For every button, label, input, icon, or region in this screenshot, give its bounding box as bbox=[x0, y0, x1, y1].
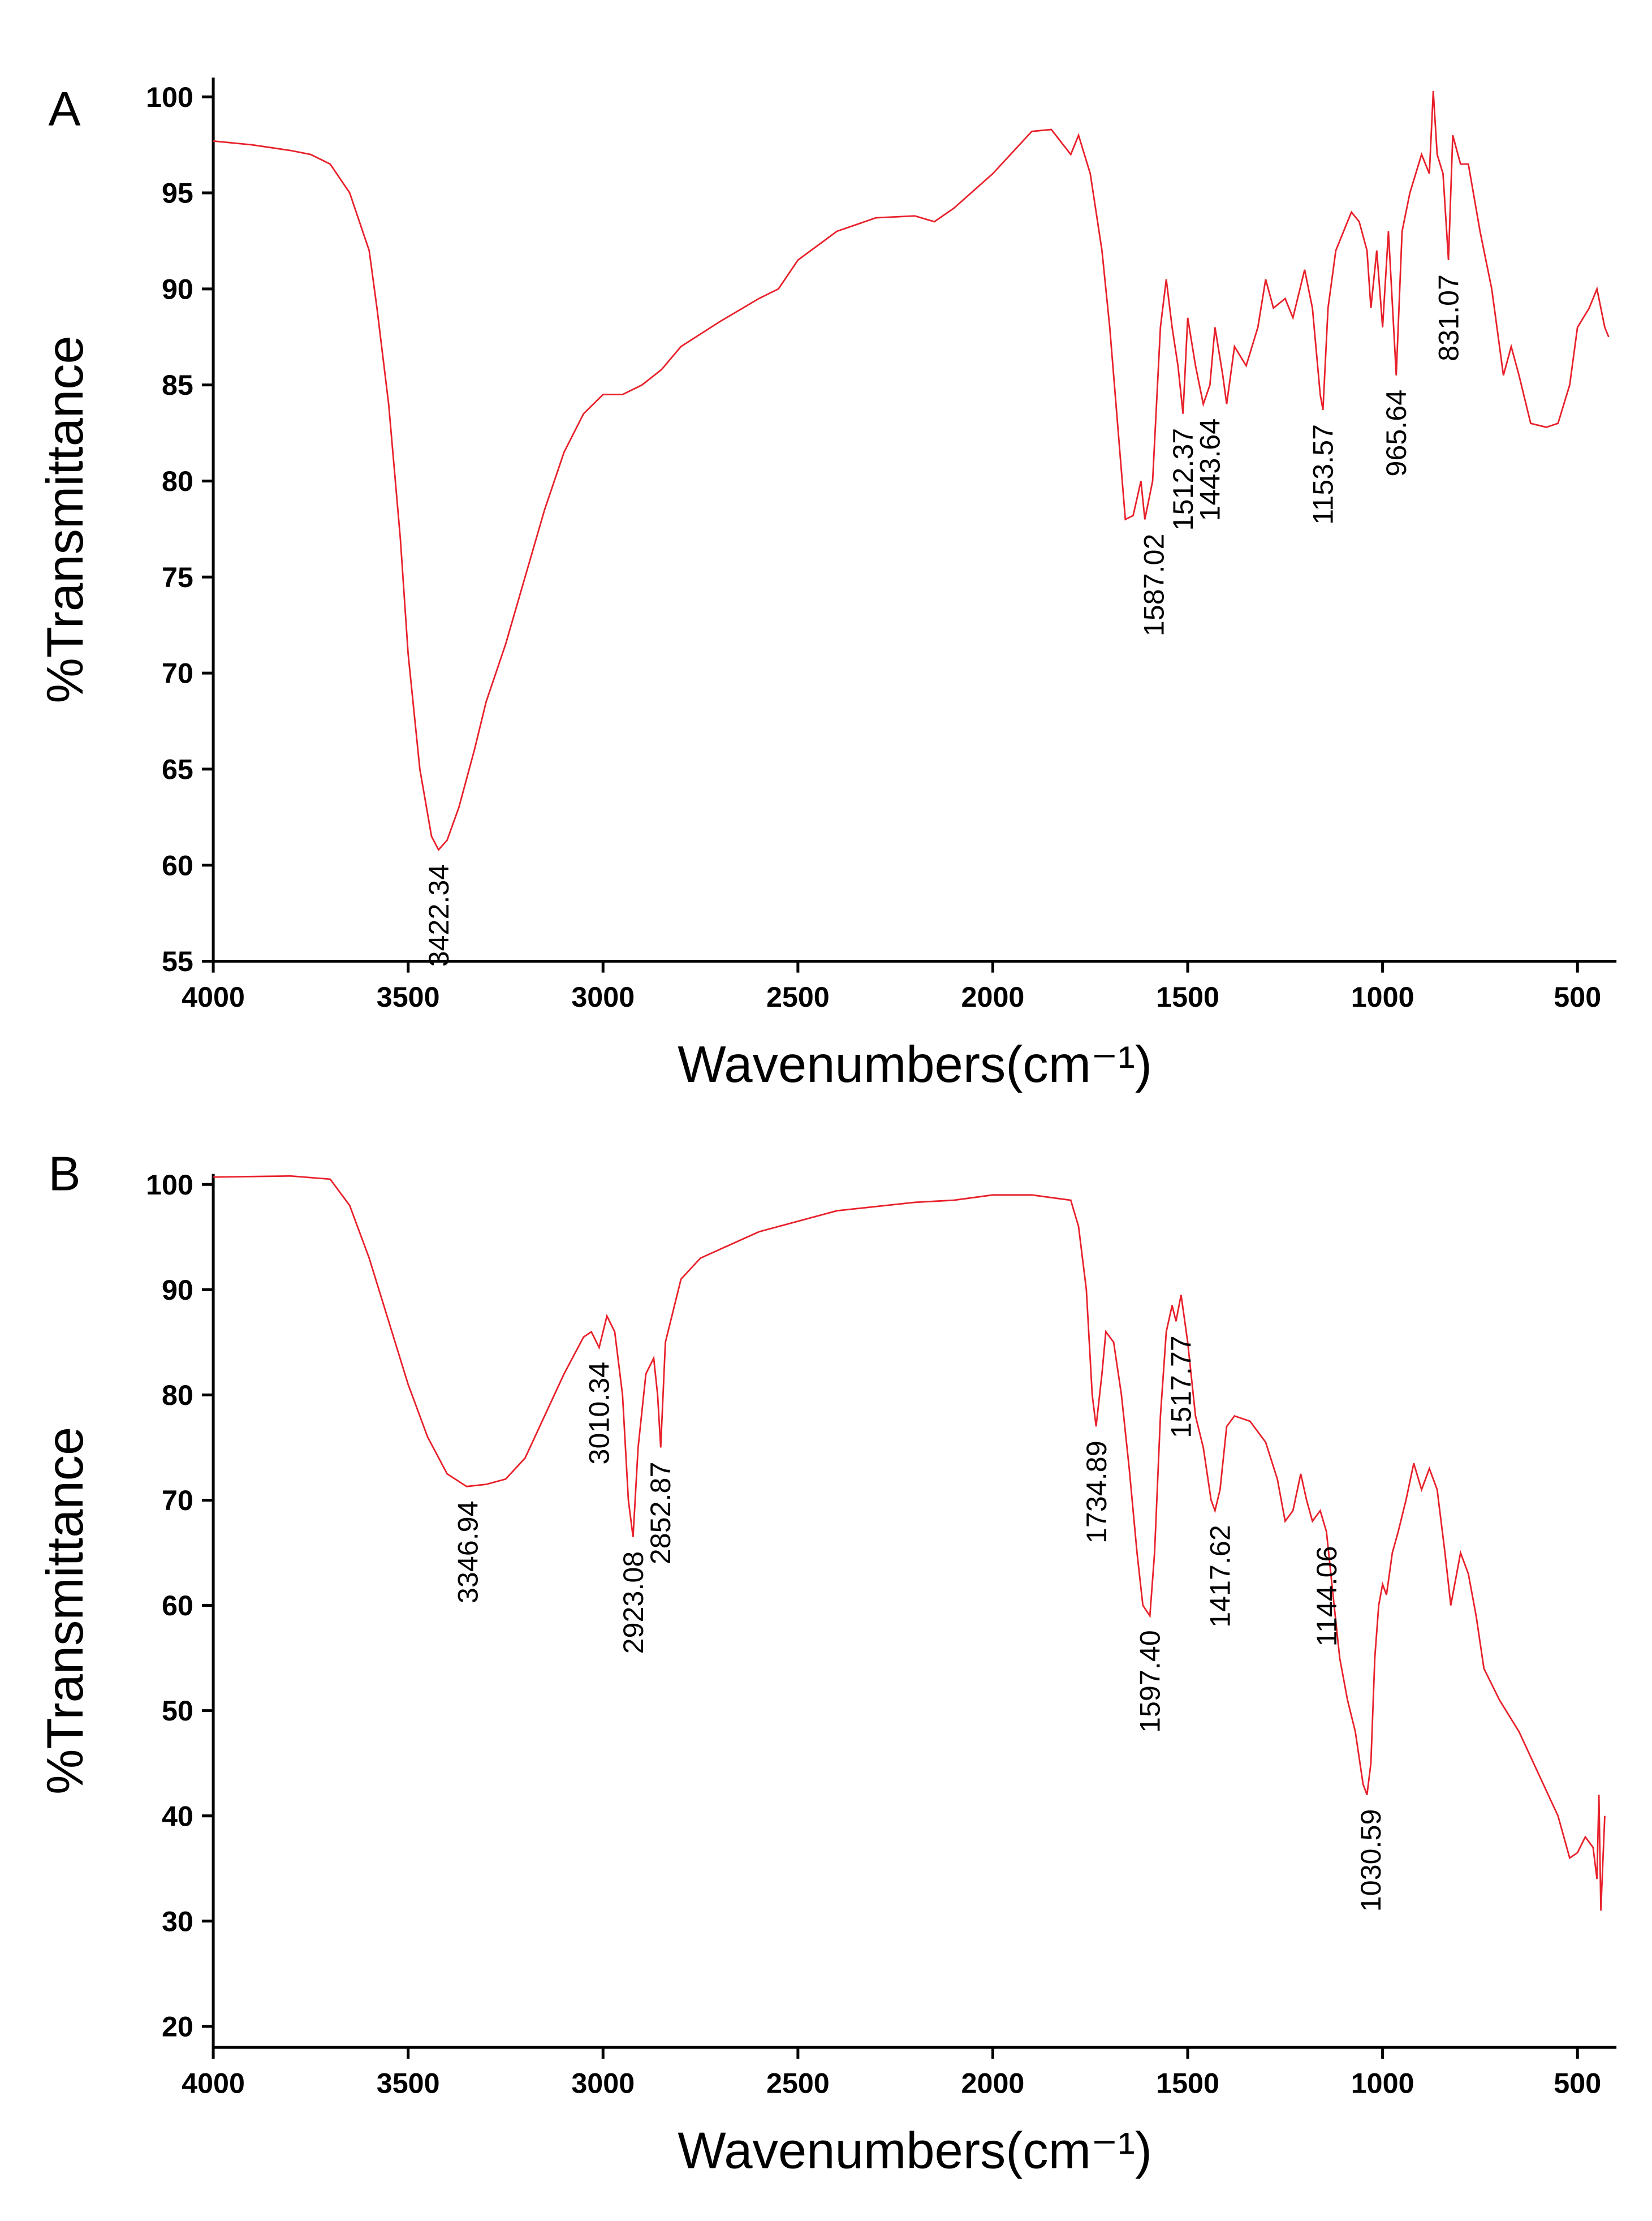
x-tick-label: 3500 bbox=[377, 981, 440, 1013]
x-axis-title: Wavenumbers(cm⁻¹) bbox=[678, 1036, 1152, 1093]
peak-label: 831.07 bbox=[1433, 274, 1465, 361]
y-tick-label: 75 bbox=[162, 561, 193, 593]
peak-label: 1597.40 bbox=[1134, 1630, 1166, 1733]
y-tick-label: 95 bbox=[162, 177, 193, 209]
y-tick-label: 60 bbox=[162, 1589, 193, 1621]
x-tick-label: 3000 bbox=[571, 2067, 635, 2099]
y-tick-label: 55 bbox=[162, 945, 193, 977]
peak-label: 3422.34 bbox=[422, 864, 455, 967]
y-tick-label: 100 bbox=[146, 1168, 193, 1201]
panel-label: B bbox=[48, 1147, 80, 1201]
y-tick-label: 80 bbox=[162, 1379, 193, 1411]
peak-label: 1443.64 bbox=[1193, 419, 1226, 521]
x-tick-label: 500 bbox=[1554, 981, 1601, 1013]
y-tick-label: 85 bbox=[162, 369, 193, 401]
x-tick-label: 2000 bbox=[961, 2067, 1025, 2099]
x-tick-label: 3500 bbox=[377, 2067, 440, 2099]
x-tick-label: 2500 bbox=[766, 2067, 830, 2099]
y-tick-label: 40 bbox=[162, 1800, 193, 1832]
peak-label: 3346.94 bbox=[452, 1500, 484, 1603]
peak-label: 1734.89 bbox=[1080, 1441, 1112, 1543]
peak-label: 1417.62 bbox=[1204, 1525, 1236, 1628]
x-tick-label: 500 bbox=[1554, 2067, 1601, 2099]
y-axis-title: %Transmittance bbox=[37, 335, 94, 703]
y-axis-title: %Transmittance bbox=[37, 1427, 94, 1795]
peak-label: 3010.34 bbox=[583, 1362, 615, 1465]
y-tick-label: 70 bbox=[162, 1484, 193, 1516]
x-tick-label: 3000 bbox=[571, 981, 635, 1013]
x-axis-title: Wavenumbers(cm⁻¹) bbox=[678, 2123, 1152, 2180]
peak-label: 1517.77 bbox=[1164, 1335, 1197, 1438]
y-tick-label: 50 bbox=[162, 1694, 193, 1727]
x-tick-label: 1500 bbox=[1156, 981, 1219, 1013]
x-tick-label: 2500 bbox=[766, 981, 830, 1013]
panel-label: A bbox=[48, 82, 80, 136]
x-tick-label: 1500 bbox=[1156, 2067, 1219, 2099]
y-tick-label: 80 bbox=[162, 465, 193, 497]
peak-label: 965.64 bbox=[1380, 390, 1412, 477]
x-tick-label: 2000 bbox=[961, 981, 1025, 1013]
y-tick-label: 70 bbox=[162, 657, 193, 689]
peak-label: 1030.59 bbox=[1355, 1809, 1387, 1912]
peak-label: 1153.57 bbox=[1306, 424, 1339, 525]
peak-label: 2852.87 bbox=[644, 1462, 676, 1565]
x-tick-label: 4000 bbox=[182, 981, 245, 1013]
y-tick-label: 20 bbox=[162, 2010, 193, 2042]
spectrum-line bbox=[213, 1175, 1606, 1911]
y-tick-label: 30 bbox=[162, 1905, 193, 1937]
spectrum-line bbox=[213, 90, 1610, 851]
peak-label: 2923.08 bbox=[617, 1551, 649, 1654]
peak-label: 1512.37 bbox=[1167, 428, 1199, 531]
x-tick-label: 1000 bbox=[1351, 2067, 1414, 2099]
y-tick-label: 90 bbox=[162, 1274, 193, 1306]
y-tick-label: 60 bbox=[162, 849, 193, 881]
peak-label: 1144.06 bbox=[1310, 1546, 1343, 1646]
y-tick-label: 100 bbox=[146, 81, 193, 113]
y-tick-label: 90 bbox=[162, 273, 193, 305]
x-tick-label: 1000 bbox=[1351, 981, 1414, 1013]
y-tick-label: 65 bbox=[162, 753, 193, 786]
x-tick-label: 4000 bbox=[182, 2067, 245, 2099]
peak-label: 1587.02 bbox=[1138, 534, 1170, 637]
